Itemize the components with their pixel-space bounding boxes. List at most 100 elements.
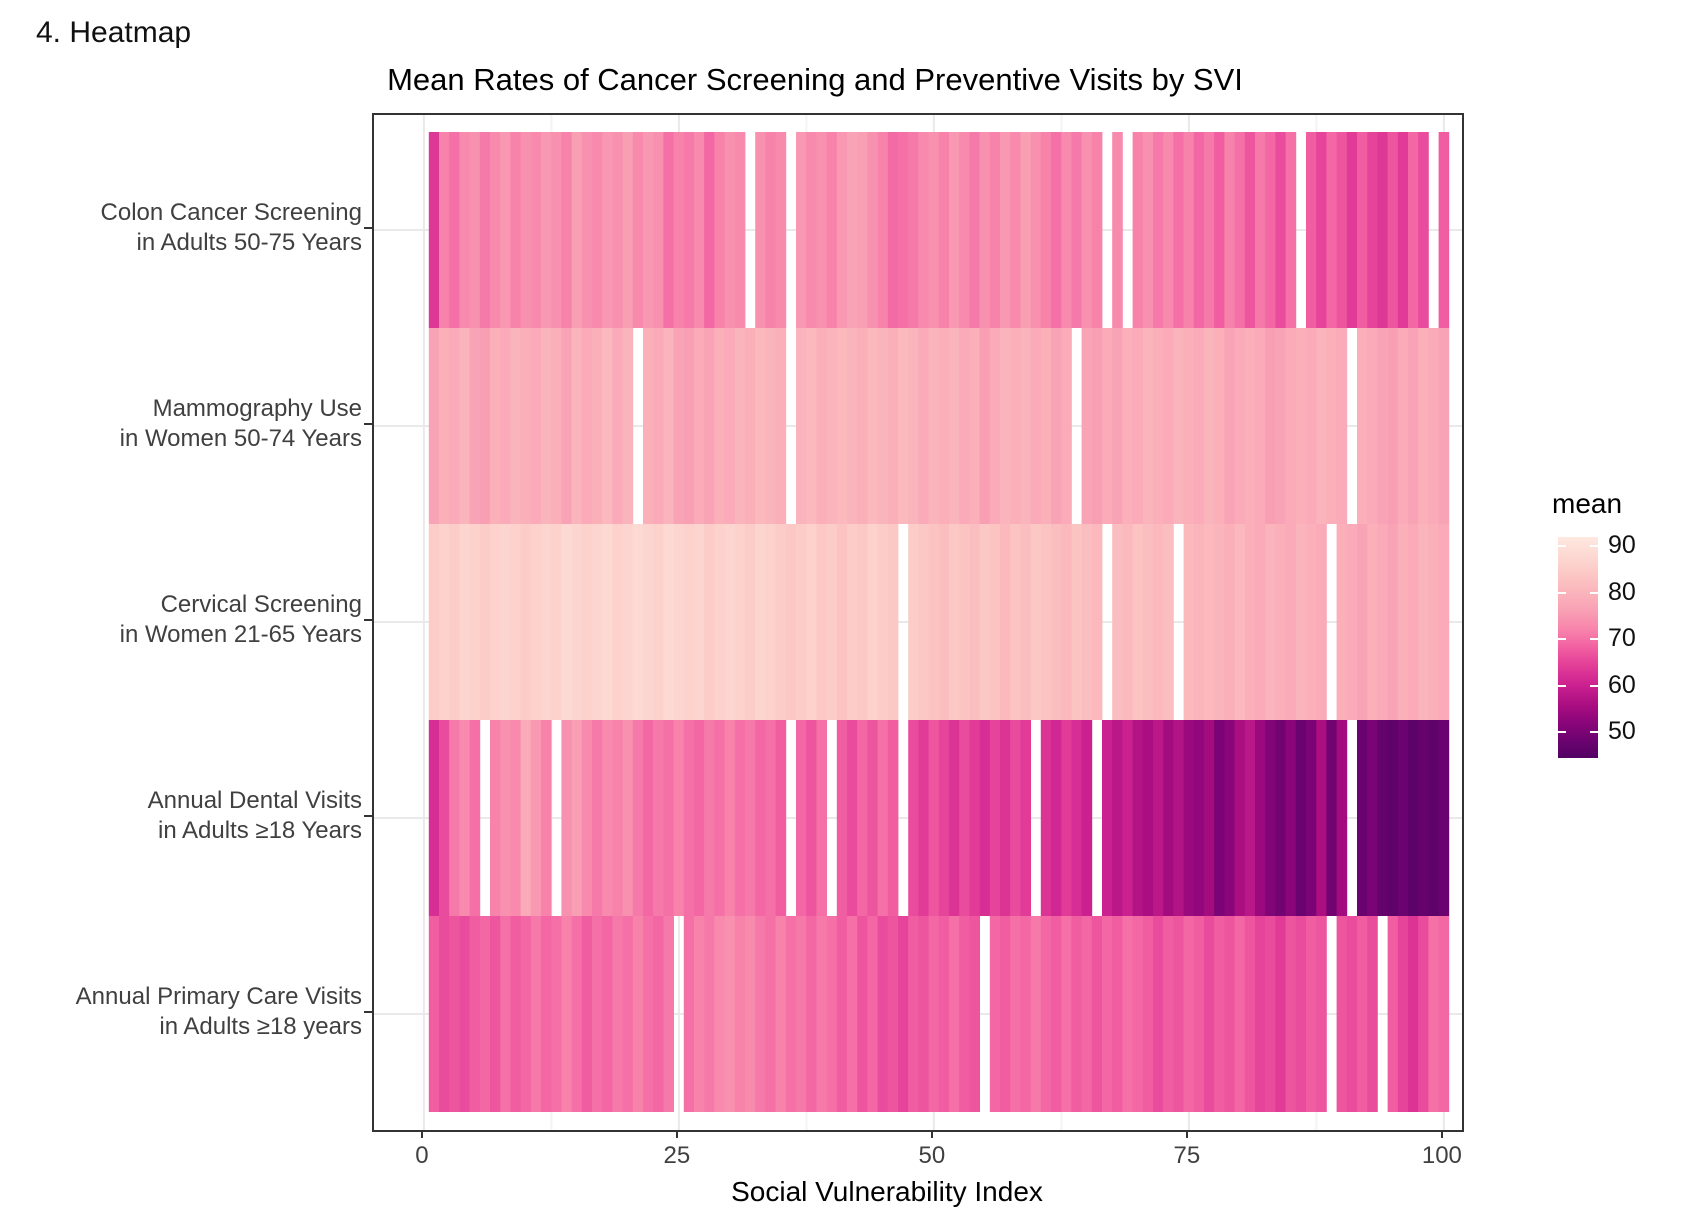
heatmap-cell [949,132,960,328]
heatmap-cell [1163,328,1174,524]
heatmap-cell [663,916,674,1112]
heatmap-cell [836,916,848,1112]
heatmap-cell [428,720,440,916]
heatmap-cell [428,132,440,328]
heatmap-cell [979,132,991,328]
heatmap-cell [949,720,960,916]
y-axis-tick [364,619,372,621]
heatmap-cell [520,524,532,720]
heatmap-cell [1173,916,1184,1112]
heatmap-cell [969,720,980,916]
heatmap-cell [714,328,725,524]
heatmap-cell [979,524,991,720]
heatmap-cell [938,328,950,524]
heatmap-cell [714,132,725,328]
heatmap-cell [1183,524,1195,720]
heatmap-cell [959,720,970,916]
heatmap-cell [1081,328,1093,524]
heatmap-cell [1316,328,1327,524]
y-axis-label-cervical: Cervical Screening in Women 21-65 Years [119,591,362,648]
heatmap-cell [530,916,542,1112]
heatmap-cell [918,132,929,328]
heatmap-cell [989,524,1001,720]
heatmap-cell [490,916,501,1112]
heatmap-cell [724,720,736,916]
heatmap-cell [734,720,746,916]
heatmap-cell [571,132,583,328]
heatmap-cell [775,916,787,1112]
heatmap-cell [490,720,501,916]
heatmap-cell [969,916,980,1112]
heatmap-cell [500,524,511,720]
heatmap-cell [663,328,674,524]
heatmap-cell [632,132,644,328]
heatmap-cell [1285,916,1297,1112]
heatmap-cell [1336,916,1348,1112]
heatmap-cell [1295,720,1307,916]
heatmap-cell [908,132,919,328]
heatmap-cell [694,132,705,328]
heatmap-cell [785,524,797,720]
heatmap-cell [1163,524,1174,720]
heatmap-cell [1132,132,1144,328]
heatmap-cell [1061,132,1072,328]
y-axis-label-primary-care: Annual Primary Care Visits in Adults ≥18… [75,983,362,1040]
heatmap-cell [1081,916,1093,1112]
heatmap-cell [857,328,868,524]
heatmap-cell [1102,916,1113,1112]
heatmap-cell [806,524,817,720]
heatmap-cell [1163,720,1174,916]
heatmap-cell [1183,916,1195,1112]
heatmap-cell [1428,328,1439,524]
heatmap-cell [949,328,960,524]
heatmap-cell [775,524,787,720]
heatmap-cell [1020,720,1031,916]
heatmap-cell [1234,132,1246,328]
heatmap-cell [887,720,899,916]
y-axis-tick [364,815,372,817]
heatmap-cell [632,916,644,1112]
heatmap-cell [1275,916,1286,1112]
y-axis-label-dental: Annual Dental Visits in Adults ≥18 Years [147,787,362,844]
heatmap-cell [949,916,960,1112]
heatmap-cell [673,720,685,916]
y-axis-tick [364,423,372,425]
heatmap-cell [541,720,552,916]
heatmap-cell [1142,328,1154,524]
heatmap-cell [775,328,787,524]
heatmap-cell [1122,328,1133,524]
heatmap-cell [755,524,766,720]
heatmap-cell [1408,720,1419,916]
heatmap-cell [806,916,817,1112]
heatmap-cell [439,916,450,1112]
heatmap-cell [1061,328,1072,524]
heatmap-cell [704,916,715,1112]
heatmap-cell [1173,132,1184,328]
heatmap-cell [561,524,572,720]
legend-tick [1590,545,1598,548]
heatmap-cell [1265,328,1276,524]
x-tick-label: 50 [918,1142,946,1169]
heatmap-cell [592,132,603,328]
heatmap-cell [1438,720,1450,916]
legend-tick [1558,731,1566,734]
heatmap-cell [918,720,929,916]
heatmap-cell [653,524,664,720]
heatmap-cell [530,524,542,720]
heatmap-cell [592,524,603,720]
heatmap-cell [1275,328,1286,524]
heatmap-cell [612,328,623,524]
heatmap-cell [673,524,685,720]
heatmap-cell [1285,328,1297,524]
heatmap-cell [479,132,491,328]
heatmap-cell [459,132,470,328]
heatmap-cell [1112,132,1123,328]
heatmap-cell [765,132,776,328]
heatmap-cell [428,916,440,1112]
heatmap-cell [1397,328,1409,524]
heatmap-cell [877,328,889,524]
heatmap-cell [510,132,521,328]
heatmap-cell [816,132,827,328]
legend-tick [1558,684,1566,687]
heatmap-cell [714,916,725,1112]
